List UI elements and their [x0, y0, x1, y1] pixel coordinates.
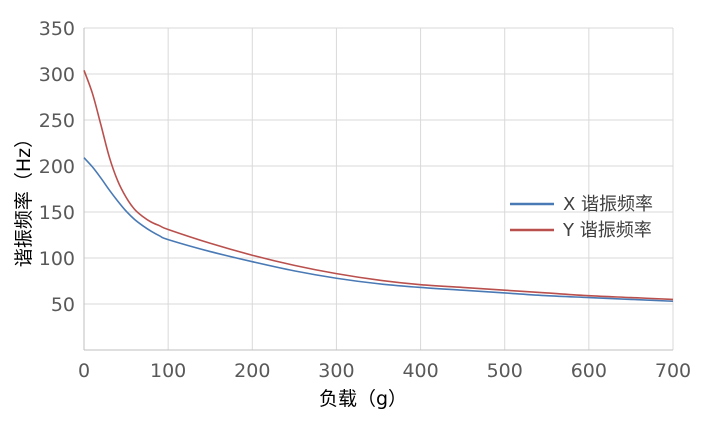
- y-axis-title: 谐振频率（Hz）: [13, 129, 35, 267]
- legend-label-x: X 谐振频率: [563, 194, 653, 215]
- legend-item-x: X 谐振频率: [510, 194, 653, 215]
- y-tick-label: 200: [39, 156, 75, 178]
- x-tick-label: 100: [150, 360, 186, 382]
- series-line-y-resonance: [83, 70, 674, 301]
- series-lines: [83, 70, 674, 303]
- y-tick-label: 300: [39, 64, 75, 86]
- legend-item-y: Y 谐振频率: [510, 220, 652, 241]
- tick-labels: 50 100 150 200 250 300 350 0 100 200 300 400 500 600 7…: [39, 18, 691, 382]
- x-tick-label: 400: [402, 360, 438, 382]
- x-tick-label: 200: [234, 360, 270, 382]
- y-tick-label: 150: [39, 202, 75, 224]
- x-tick-label: 600: [571, 360, 607, 382]
- x-tick-label: 0: [78, 360, 90, 382]
- y-tick-label: 350: [39, 18, 75, 40]
- x-tick-label: 700: [655, 360, 691, 382]
- y-tick-label: 100: [39, 248, 75, 270]
- x-tick-label: 500: [487, 360, 523, 382]
- legend: X 谐振频率 Y 谐振频率: [510, 194, 653, 241]
- legend-label-y: Y 谐振频率: [562, 220, 652, 241]
- gridlines: [84, 27, 674, 350]
- x-tick-label: 300: [318, 360, 354, 382]
- y-tick-label: 50: [51, 294, 75, 316]
- axes: [83, 28, 673, 351]
- x-axis-title: 负载（g）: [319, 388, 407, 410]
- series-line-x-resonance: [83, 157, 674, 303]
- y-tick-label: 250: [39, 110, 75, 132]
